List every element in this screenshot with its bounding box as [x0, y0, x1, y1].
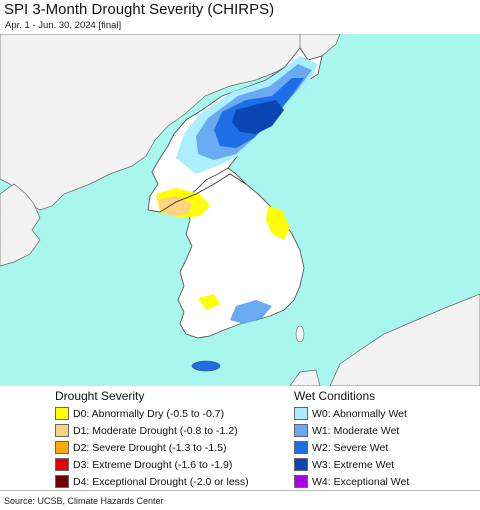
wet-legend-item: W4: Exceptional Wet: [294, 474, 409, 489]
map-subtitle: Apr. 1 - Jun. 30, 2024 [final]: [5, 20, 122, 31]
wet-w3-zone: [232, 100, 284, 134]
wet-legend-swatch: [294, 441, 308, 454]
wet-legend-label: W3: Extreme Wet: [312, 458, 395, 471]
drought-legend-title: Drought Severity: [55, 389, 145, 403]
wet-legend-swatch: [294, 475, 308, 488]
drought-legend-item: D0: Abnormally Dry (-0.5 to -0.7): [55, 406, 224, 421]
wet-legend-label: W4: Exceptional Wet: [312, 475, 410, 488]
dmz-border: [159, 173, 247, 213]
drought-legend-label: D3: Extreme Drought (-1.6 to -1.9): [73, 458, 233, 471]
wet-legend-swatch: [294, 424, 308, 437]
wet-legend-item: W3: Extreme Wet: [294, 457, 394, 472]
dry-d0-south: [198, 294, 220, 310]
drought-legend-item: D1: Moderate Drought (-0.8 to -1.2): [55, 423, 238, 438]
tsushima-island: [295, 325, 305, 343]
japan-island-south: [289, 369, 321, 386]
wet-legend-item: W2: Severe Wet: [294, 440, 388, 455]
wet-legend-item: W0: Abnormally Wet: [294, 406, 407, 421]
drought-legend-label: D2: Severe Drought (-1.3 to -1.5): [73, 441, 227, 454]
drought-legend-swatch: [55, 458, 69, 471]
drought-legend-item: D3: Extreme Drought (-1.6 to -1.9): [55, 457, 232, 472]
drought-legend-item: D4: Exceptional Drought (-2.0 or less): [55, 474, 249, 489]
source-text: Source: UCSB, Climate Hazards Center: [4, 496, 164, 506]
shandong-land: [0, 183, 41, 267]
jeju-island: [191, 360, 221, 372]
wet-legend-title: Wet Conditions: [294, 389, 376, 403]
wet-legend-label: W1: Moderate Wet: [312, 424, 400, 437]
drought-map: [0, 34, 480, 386]
drought-legend-swatch: [55, 424, 69, 437]
map-title: SPI 3-Month Drought Severity (CHIRPS): [4, 1, 275, 18]
drought-legend-label: D4: Exceptional Drought (-2.0 or less): [73, 475, 249, 488]
dry-d1-west: [158, 196, 192, 216]
japan-land: [329, 293, 480, 386]
wet-legend-label: W0: Abnormally Wet: [312, 407, 407, 420]
drought-legend-swatch: [55, 407, 69, 420]
wet-legend-label: W2: Severe Wet: [312, 441, 389, 454]
drought-legend-item: D2: Severe Drought (-1.3 to -1.5): [55, 440, 227, 455]
wet-legend-swatch: [294, 458, 308, 471]
drought-legend-swatch: [55, 441, 69, 454]
dry-d0-east: [266, 206, 290, 240]
wet-legend-swatch: [294, 407, 308, 420]
wet-legend-item: W1: Moderate Wet: [294, 423, 399, 438]
drought-legend-swatch: [55, 475, 69, 488]
footer-divider: [0, 490, 480, 491]
wet-south-coast: [230, 300, 272, 324]
drought-legend-label: D0: Abnormally Dry (-0.5 to -0.7): [73, 407, 225, 420]
drought-legend-label: D1: Moderate Drought (-0.8 to -1.2): [73, 424, 238, 437]
